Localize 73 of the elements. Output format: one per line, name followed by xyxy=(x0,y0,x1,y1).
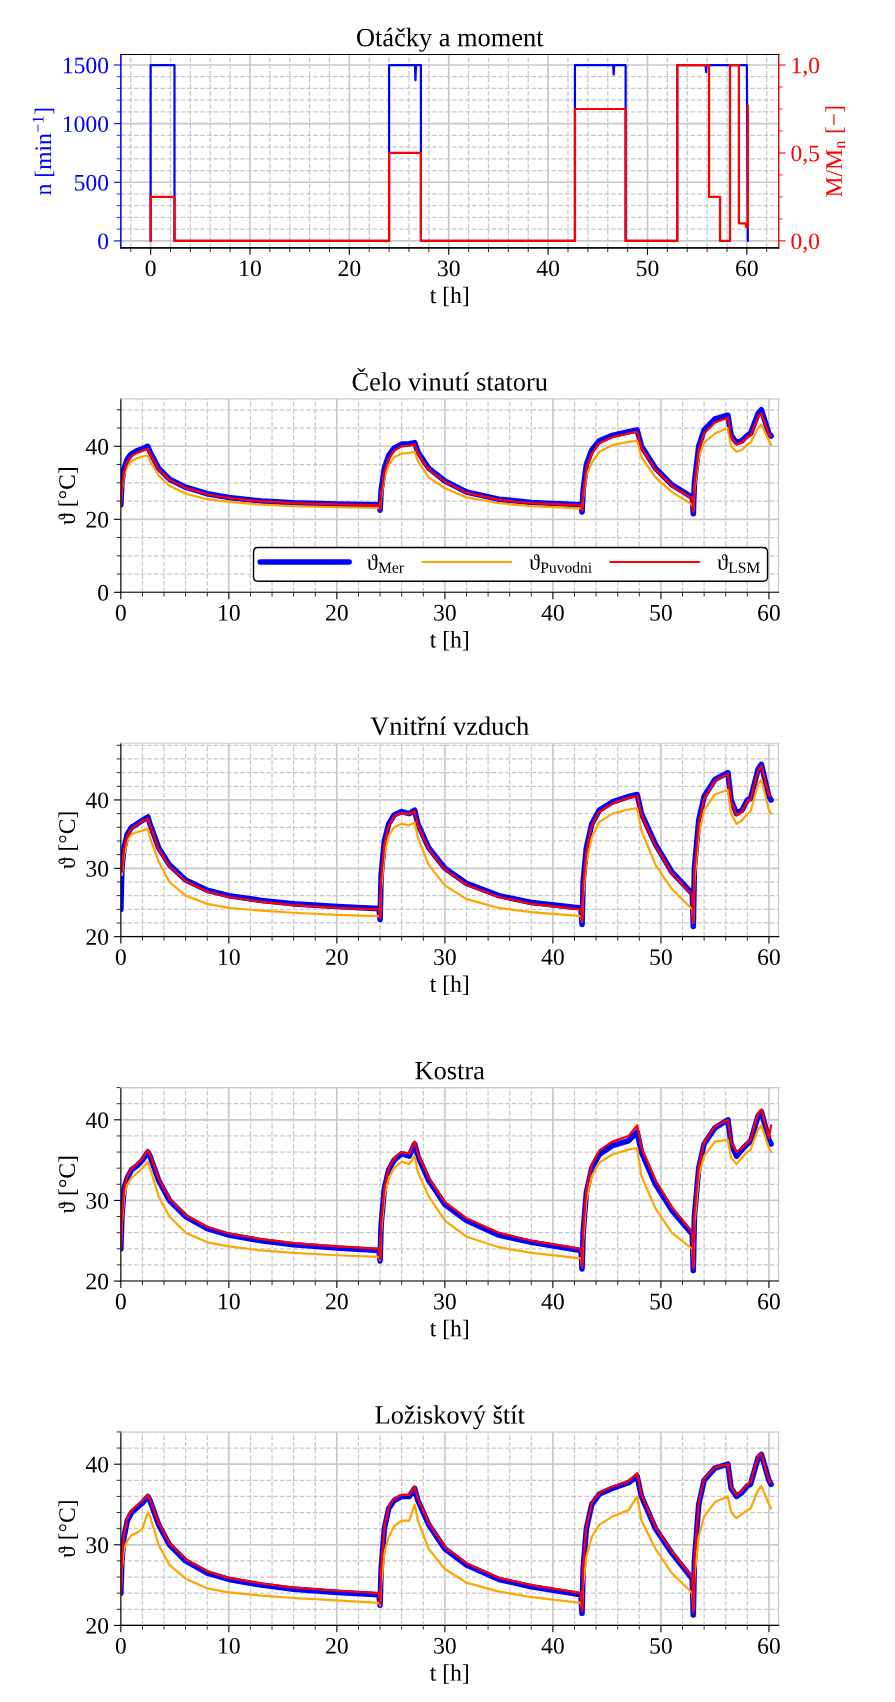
x-tick-label: 30 xyxy=(434,949,456,966)
x-tick-label: 10 xyxy=(219,1293,240,1310)
x-tick-label: 10 xyxy=(240,260,261,277)
x-tick-label: 10 xyxy=(219,1637,240,1654)
x-tick-label: 50 xyxy=(650,1637,672,1654)
x-tick-label: 30 xyxy=(434,1637,456,1654)
x-tick-label: 60 xyxy=(736,260,758,277)
x-tick-label: 40 xyxy=(541,1293,564,1310)
y-axis-title: ϑ [°C] xyxy=(58,468,78,525)
y2-tick-label: 1,0 xyxy=(792,57,820,77)
x-axis-title: t [h] xyxy=(429,975,468,995)
x-axis-title: t [h] xyxy=(429,1664,468,1684)
y-tick-label: 20 xyxy=(86,511,109,528)
y-tick-label: 40 xyxy=(85,438,109,455)
x-tick-label: 20 xyxy=(326,604,348,621)
x-tick-label: 0 xyxy=(145,260,156,277)
y-tick-label: 20 xyxy=(86,1273,109,1290)
x-axis-title: t [h] xyxy=(429,286,468,307)
x-tick-label: 40 xyxy=(541,949,564,966)
x-tick-label: 60 xyxy=(758,949,780,966)
x-tick-label: 20 xyxy=(326,949,348,966)
x-tick-label: 0 xyxy=(115,1637,126,1654)
chart-title: Kostra xyxy=(415,1061,485,1080)
y2-axis-title: M/M$_{n}$ [−] xyxy=(825,106,846,197)
y-tick-label: 1000 xyxy=(63,116,109,133)
x-tick-label: 30 xyxy=(434,604,456,621)
x-tick-label: 50 xyxy=(650,604,672,621)
x-tick-label: 10 xyxy=(219,604,240,621)
y-tick-label: 40 xyxy=(85,1456,109,1473)
y-axis-title: ϑ [°C] xyxy=(58,1501,78,1558)
y-tick-label: 0 xyxy=(98,233,109,250)
x-tick-label: 10 xyxy=(219,949,240,966)
y-tick-label: 20 xyxy=(86,929,109,946)
y-axis-title: n [min$^{−1}$] xyxy=(32,108,55,195)
x-tick-label: 60 xyxy=(758,1293,780,1310)
x-tick-label: 40 xyxy=(541,604,564,621)
y-tick-label: 30 xyxy=(86,1192,109,1209)
x-tick-label: 60 xyxy=(758,1637,780,1654)
x-tick-label: 30 xyxy=(434,1293,456,1310)
chart-title: Vnitřní vzduch xyxy=(370,716,529,736)
y-tick-label: 500 xyxy=(74,174,109,191)
x-tick-label: 50 xyxy=(650,1293,672,1310)
x-axis-title: t [h] xyxy=(429,1319,468,1340)
x-tick-label: 30 xyxy=(438,260,460,277)
x-tick-label: 0 xyxy=(115,949,126,966)
y-tick-label: 40 xyxy=(85,792,109,809)
y2-tick-label: 0,5 xyxy=(791,145,820,165)
y-tick-label: 40 xyxy=(85,1112,109,1129)
x-tick-label: 40 xyxy=(536,260,560,277)
x-tick-label: 0 xyxy=(115,604,126,621)
x-tick-label: 40 xyxy=(541,1637,564,1654)
y-axis-title: ϑ [°C] xyxy=(58,812,78,869)
x-tick-label: 50 xyxy=(650,949,672,966)
y-tick-label: 30 xyxy=(86,860,109,877)
legend-label: ϑ$_{LSM}$ xyxy=(717,554,760,573)
y-tick-label: 30 xyxy=(86,1537,109,1554)
x-axis-title: t [h] xyxy=(429,631,468,651)
y2-tick-label: 0,0 xyxy=(791,233,820,253)
x-tick-label: 60 xyxy=(758,604,780,621)
x-tick-label: 20 xyxy=(326,1293,348,1310)
y-tick-label: 0 xyxy=(98,584,109,601)
x-tick-label: 50 xyxy=(637,260,659,277)
legend-label: ϑ$_{Mer}$ xyxy=(367,554,404,573)
x-tick-label: 20 xyxy=(338,260,361,277)
legend-label: ϑ$_{Puvodni}$ xyxy=(529,554,592,573)
y-tick-label: 20 xyxy=(86,1617,109,1634)
x-tick-label: 20 xyxy=(326,1637,348,1654)
chart-title: Otáčky a moment xyxy=(357,27,544,52)
chart-title: Ložiskový štít xyxy=(375,1405,525,1430)
x-tick-label: 0 xyxy=(115,1293,126,1310)
y-tick-label: 1500 xyxy=(63,57,109,74)
y-axis-title: ϑ [°C] xyxy=(58,1156,78,1214)
chart-title: Čelo vinutí statoru xyxy=(352,367,548,391)
